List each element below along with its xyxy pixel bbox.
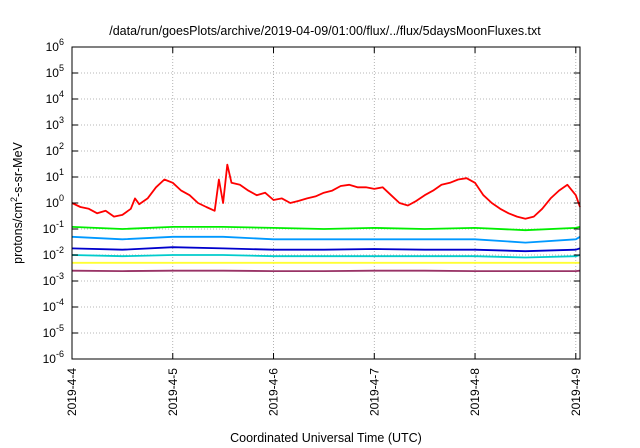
x-tick-label: 2019-4-8: [468, 368, 482, 416]
x-axis-label: Coordinated Universal Time (UTC): [230, 431, 422, 445]
y-tick-label-exp: -4: [56, 297, 64, 307]
series-line-1: [71, 163, 581, 220]
y-tick-label-base: 10: [43, 222, 57, 236]
x-tick-label: 2019-4-9: [569, 368, 583, 416]
series-line-3: [71, 235, 581, 244]
grid: [72, 47, 580, 359]
y-tick-label: 103: [46, 115, 64, 132]
y-axis-label-pre: protons/cm: [11, 202, 25, 264]
y-tick-label: 10-1: [43, 219, 64, 236]
y-tick-label: 100: [46, 193, 64, 210]
y-tick-label-base: 10: [46, 118, 60, 132]
y-tick-label-base: 10: [46, 196, 60, 210]
series-line-4: [71, 246, 581, 253]
y-tick-label-base: 10: [46, 92, 60, 106]
x-tick-label: 2019-4-5: [166, 368, 180, 416]
y-tick-label-base: 10: [46, 40, 60, 54]
y-tick-label-exp: 4: [59, 89, 64, 99]
y-tick-label-base: 10: [46, 144, 60, 158]
y-tick-label: 10-2: [43, 245, 64, 262]
y-tick-labels: 10-610-510-410-310-210-11001011021031041…: [43, 37, 64, 366]
y-tick-label-base: 10: [46, 170, 60, 184]
y-axis-label-post: -s-sr-MeV: [11, 141, 25, 197]
series-line-5: [71, 254, 581, 259]
y-tick-label: 104: [46, 89, 64, 106]
y-tick-label-base: 10: [46, 66, 60, 80]
y-tick-label-exp: -6: [56, 349, 64, 359]
y-axis-label: protons/cm2-s-sr-MeV: [9, 141, 25, 263]
series-layer: [71, 163, 581, 272]
y-tick-label-base: 10: [43, 326, 57, 340]
x-tick-label: 2019-4-7: [367, 368, 381, 416]
y-tick-label: 10-4: [43, 297, 64, 314]
series-line-2: [71, 226, 581, 232]
y-tick-label-base: 10: [43, 352, 57, 366]
plot-frame: [71, 46, 581, 360]
x-tick-label: 2019-4-6: [267, 368, 281, 416]
y-tick-label-exp: 3: [59, 115, 64, 125]
y-tick-label-base: 10: [43, 274, 57, 288]
y-tick-label-exp: -2: [56, 245, 64, 255]
y-tick-label-exp: 1: [59, 167, 64, 177]
y-tick-label: 105: [46, 63, 64, 80]
y-tick-label-base: 10: [43, 300, 57, 314]
y-tick-label-exp: 0: [59, 193, 64, 203]
tick-marks: [71, 46, 580, 360]
y-tick-label-exp: 2: [59, 141, 64, 151]
y-tick-label-exp: 5: [59, 63, 64, 73]
y-tick-label: 101: [46, 167, 64, 184]
y-tick-label: 102: [46, 141, 64, 158]
y-tick-label-exp: -3: [56, 271, 64, 281]
y-tick-label-base: 10: [43, 248, 57, 262]
y-tick-label: 10-6: [43, 349, 64, 366]
y-axis-label-sup: 2: [9, 197, 19, 202]
y-tick-label: 10-3: [43, 271, 64, 288]
x-tick-label: 2019-4-4: [65, 368, 79, 416]
y-tick-label: 10-5: [43, 323, 64, 340]
chart-title: /data/run/goesPlots/archive/2019-04-09/0…: [109, 24, 541, 38]
y-tick-label: 106: [46, 37, 64, 54]
y-tick-label-exp: 6: [59, 37, 64, 47]
y-tick-label-exp: -5: [56, 323, 64, 333]
x-tick-labels: 2019-4-4 2019-4-5 2019-4-6 2019-4-7 2019-4-8…: [65, 368, 583, 416]
y-tick-label-exp: -1: [56, 219, 64, 229]
